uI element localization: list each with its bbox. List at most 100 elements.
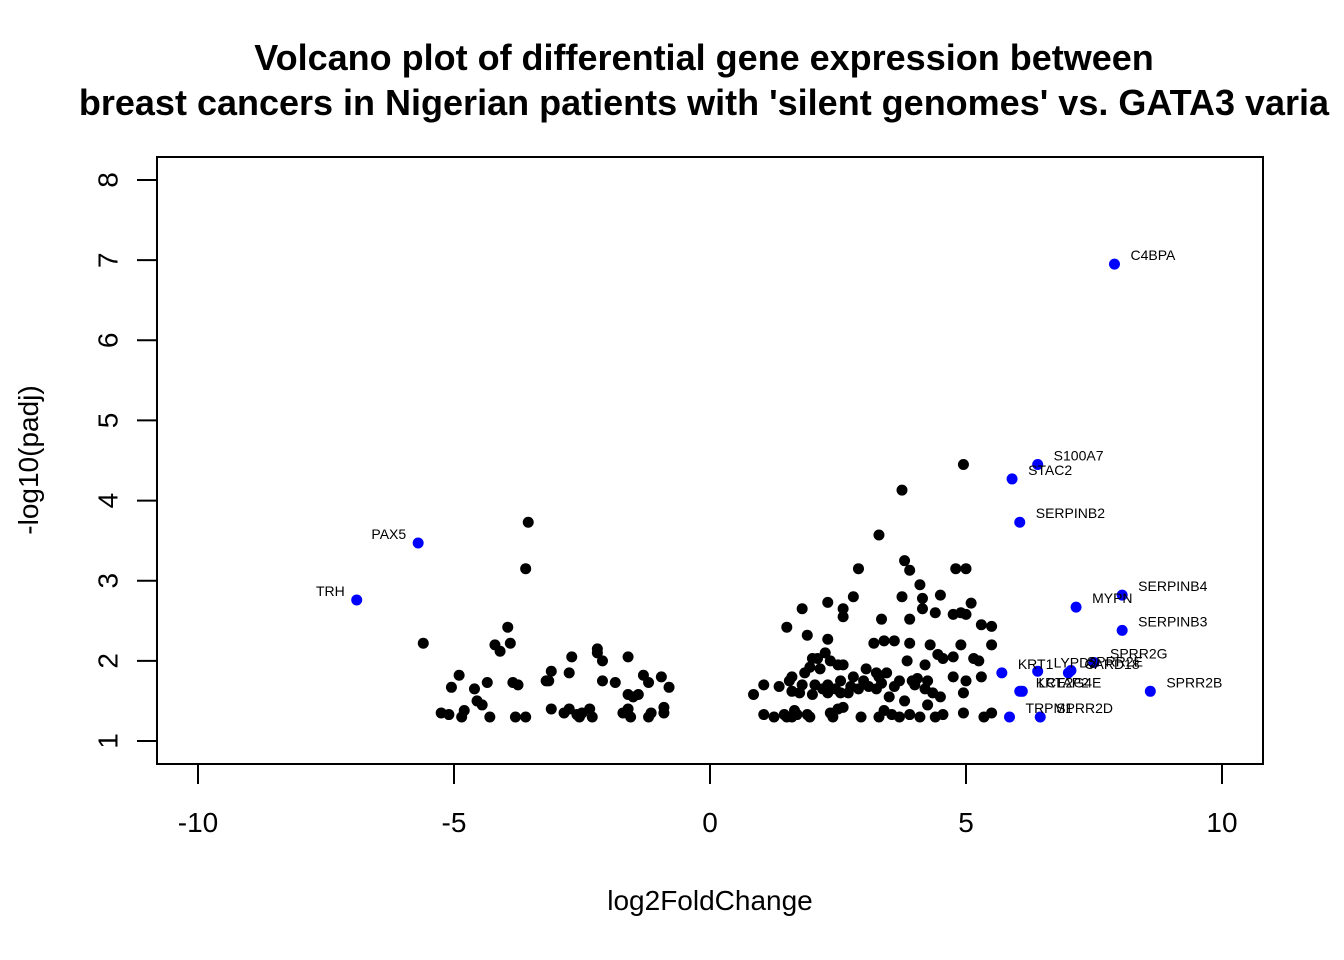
data-point (645, 707, 657, 719)
gene-label: LCE2G4E (1038, 674, 1101, 690)
data-point (520, 711, 532, 723)
data-point (934, 589, 946, 601)
y-tick-label: 3 (92, 573, 123, 589)
gene-label: C4BPA (1130, 247, 1176, 263)
data-point (558, 707, 570, 719)
highlighted-gene-point (1014, 516, 1026, 528)
data-point (837, 659, 849, 671)
data-point (643, 676, 655, 688)
highlighted-gene-point (1144, 685, 1156, 697)
data-point (883, 691, 895, 703)
data-point (625, 711, 637, 723)
highlighted-gene-point (1032, 665, 1044, 677)
data-point (773, 681, 785, 693)
data-point (783, 675, 795, 687)
data-point (860, 663, 872, 675)
data-point (986, 620, 998, 632)
gene-label: LYPD2 (1054, 654, 1098, 670)
data-point (955, 639, 967, 651)
highlighted-gene-point (351, 594, 363, 606)
data-point (799, 667, 811, 679)
data-point (914, 711, 926, 723)
data-point (806, 689, 818, 701)
y-tick-label: 4 (92, 493, 123, 509)
y-tick-label: 5 (92, 413, 123, 429)
x-axis-label: log2FoldChange (607, 885, 813, 916)
data-point (965, 597, 977, 609)
data-point (663, 681, 675, 693)
data-point (960, 608, 972, 620)
data-point (855, 711, 867, 723)
y-axis: 1 2 3 4 5 6 7 8 (92, 172, 158, 749)
data-point (566, 651, 578, 663)
data-point (852, 563, 864, 575)
data-point (870, 683, 882, 695)
data-point (445, 681, 457, 693)
data-point (796, 603, 808, 615)
highlighted-gene-point (1034, 711, 1046, 723)
data-point (543, 675, 555, 687)
data-point (904, 613, 916, 625)
data-point (443, 709, 455, 721)
data-point (502, 621, 514, 633)
data-point (835, 687, 847, 699)
gene-label: SPRR2D (1056, 700, 1113, 716)
x-tick-label: 0 (702, 807, 718, 838)
highlighted-gene-point (1116, 624, 1128, 636)
data-point (456, 711, 468, 723)
data-point (847, 591, 859, 603)
data-point (768, 711, 780, 723)
data-point (781, 621, 793, 633)
data-point (957, 459, 969, 471)
gene-label: MYPN (1092, 590, 1132, 606)
y-tick-label: 7 (92, 252, 123, 268)
data-points (351, 258, 1156, 723)
data-point (596, 675, 608, 687)
highlighted-gene-point (412, 537, 424, 549)
data-point (888, 635, 900, 647)
data-point (950, 563, 962, 575)
data-point (916, 603, 928, 615)
data-point (986, 639, 998, 651)
data-point (622, 651, 634, 663)
data-point (801, 629, 813, 641)
highlighted-gene-point (1032, 459, 1044, 471)
data-point (748, 689, 760, 701)
data-point (975, 671, 987, 683)
data-point (947, 651, 959, 663)
data-point (545, 665, 557, 677)
data-point (842, 687, 854, 699)
data-point (545, 703, 557, 715)
data-point (929, 607, 941, 619)
data-point (837, 701, 849, 713)
y-tick-label: 8 (92, 172, 123, 188)
chart-title-line-1: Volcano plot of differential gene expres… (254, 37, 1154, 78)
x-tick-label: -5 (442, 807, 467, 838)
chart-title-line-2: breast cancers in Nigerian patients with… (79, 82, 1330, 123)
gene-label: KRT1 (1018, 656, 1054, 672)
data-point (896, 591, 908, 603)
data-point (975, 619, 987, 631)
data-point (563, 667, 575, 679)
data-point (794, 687, 806, 699)
data-point (417, 637, 429, 649)
data-point (914, 579, 926, 591)
data-point (504, 637, 516, 649)
data-point (791, 709, 803, 721)
data-point (512, 679, 524, 691)
gene-label: TRH (316, 583, 345, 599)
data-point (973, 655, 985, 667)
x-tick-label: 10 (1206, 807, 1237, 838)
data-point (814, 663, 826, 675)
data-point (520, 563, 532, 575)
data-point (819, 647, 831, 659)
highlighted-gene-point (1062, 667, 1074, 679)
data-point (522, 516, 534, 528)
gene-label: STAC2 (1028, 462, 1072, 478)
data-point (888, 681, 900, 693)
data-point (909, 679, 921, 691)
data-point (934, 691, 946, 703)
data-point (852, 683, 864, 695)
data-point (835, 675, 847, 687)
data-point (937, 709, 949, 721)
